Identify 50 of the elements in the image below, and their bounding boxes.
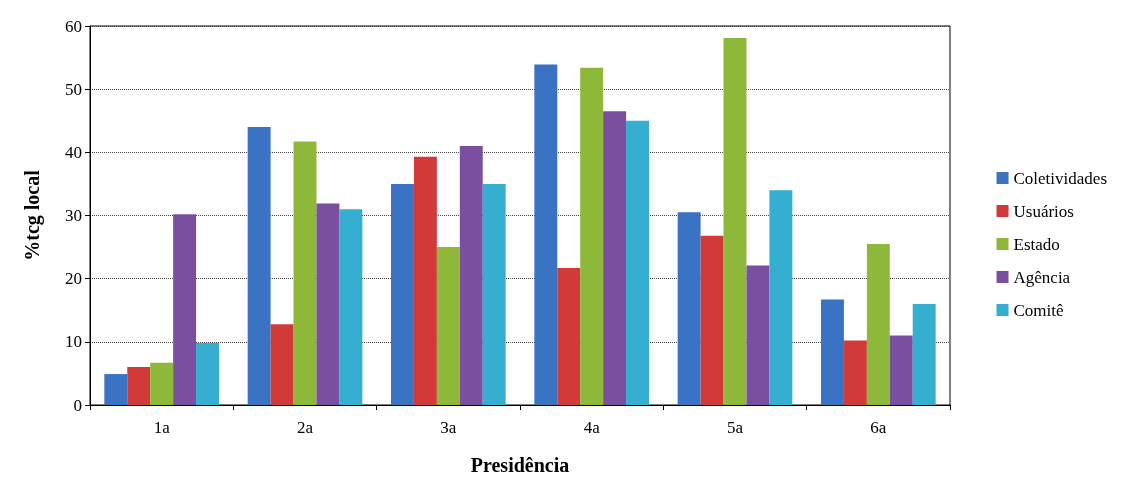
- bar: [557, 267, 581, 405]
- y-tick-label: 20: [65, 269, 82, 289]
- bar: [626, 120, 649, 405]
- legend-label: Comitê: [1013, 300, 1064, 320]
- bar: [843, 340, 867, 405]
- bar: [866, 243, 890, 405]
- bar: [746, 265, 770, 405]
- y-tick-label: 0: [73, 395, 82, 415]
- bar: [700, 235, 724, 405]
- bar: [293, 141, 317, 405]
- bar: [196, 343, 219, 405]
- bar: [413, 156, 437, 405]
- x-tick-label: 6a: [870, 418, 887, 437]
- bar: [580, 67, 604, 405]
- x-tick-label: 2a: [296, 418, 314, 437]
- bar: [912, 303, 936, 405]
- bar: [677, 212, 701, 405]
- bar: [534, 64, 558, 405]
- y-tick-label: 30: [65, 206, 82, 225]
- bar: [459, 146, 483, 405]
- x-tick-label: 4a: [583, 418, 601, 437]
- bar: [150, 362, 174, 405]
- bar: [821, 299, 844, 405]
- bar: [316, 203, 340, 405]
- y-tick-label: 40: [65, 142, 82, 162]
- bar: [173, 214, 197, 405]
- bar: [723, 38, 747, 405]
- legend-label: Coletividades: [1013, 168, 1107, 188]
- legend-label: Usuários: [1013, 201, 1074, 221]
- y-tick-label: 60: [65, 16, 82, 36]
- x-tick-label: 3a: [440, 418, 457, 437]
- x-tick-label: 5a: [726, 418, 744, 437]
- legend-label: Estado: [1013, 234, 1060, 254]
- bar: [270, 324, 294, 405]
- x-tick-label: 1a: [153, 418, 171, 437]
- bar: [247, 127, 271, 405]
- bar: [127, 367, 151, 405]
- bar: [104, 374, 128, 405]
- bar: [391, 183, 414, 405]
- x-axis-title: Presidência: [470, 454, 570, 476]
- bar: [603, 111, 627, 405]
- bar: [889, 335, 913, 405]
- legend-label: Agência: [1013, 267, 1071, 287]
- bar: [436, 247, 460, 405]
- bar: [769, 190, 793, 405]
- bar: [482, 183, 506, 405]
- y-axis-title: %tcg local: [21, 169, 44, 261]
- bar: [339, 209, 363, 405]
- y-tick-label: 50: [65, 79, 82, 99]
- y-tick-label: 10: [65, 332, 82, 352]
